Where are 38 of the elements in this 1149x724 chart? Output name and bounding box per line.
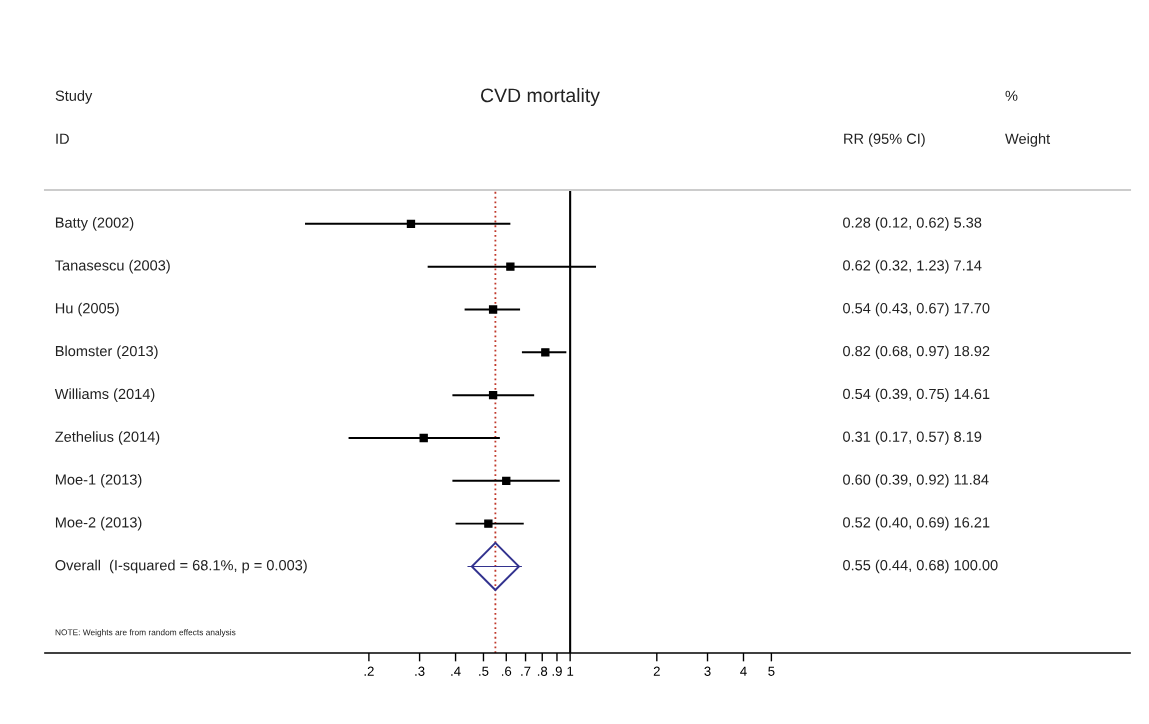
text: NOTE: Weights are from random effects analysis <box>55 629 236 637</box>
chart-title: CVD mortality <box>481 87 600 107</box>
y-tick-label: Batty (2002) <box>55 217 134 231</box>
x-tick-label: .6 <box>501 666 512 676</box>
y-tick-label: Hu (2005) <box>55 302 119 317</box>
x-tick-label: 2 <box>653 666 660 676</box>
annotation: 0.52 (0.40, 0.69) 16.21 <box>843 516 990 531</box>
text: ID <box>56 133 69 144</box>
x-tick-label: 4 <box>740 666 747 676</box>
text: % <box>1005 90 1018 101</box>
x-tick-label: .2 <box>364 666 374 676</box>
y-tick-label: Tanasescu (2003) <box>55 259 170 274</box>
x-tick-label: .8 <box>537 666 548 676</box>
text: Study <box>55 90 93 104</box>
annotation: 0.28 (0.12, 0.62) 5.38 <box>843 217 982 231</box>
y-tick-label: Moe-2 (2013) <box>55 516 142 531</box>
y-tick-label: Overall (I-squared = 68.1%, p = 0.003) <box>55 559 307 574</box>
x-tick-label: .7 <box>521 666 531 676</box>
y-tick-label: Moe-1 (2013) <box>55 474 142 488</box>
x-tick-label: 5 <box>768 666 775 676</box>
text: Weight <box>1005 133 1051 147</box>
annotation: 0.82 (0.68, 0.97) 18.92 <box>843 345 990 360</box>
x-tick-label: 3 <box>704 666 711 676</box>
annotation: 0.31 (0.17, 0.57) 8.19 <box>843 431 982 445</box>
text: RR (95% CI) <box>844 133 925 147</box>
annotation: 0.54 (0.39, 0.75) 14.61 <box>843 388 990 402</box>
annotation: 0.60 (0.39, 0.92) 11.84 <box>843 474 989 488</box>
x-tick-label: .3 <box>415 666 425 676</box>
x-tick-label: .5 <box>479 666 489 676</box>
annotation: 0.55 (0.44, 0.68) 100.00 <box>843 559 998 574</box>
x-tick-label: 1 <box>567 666 574 676</box>
y-tick-label: Zethelius (2014) <box>55 431 160 445</box>
x-tick-label: .4 <box>451 666 461 676</box>
annotation: 0.54 (0.43, 0.67) 17.70 <box>843 302 990 317</box>
y-tick-label: Blomster (2013) <box>55 345 158 360</box>
y-tick-label: Williams (2014) <box>54 388 155 402</box>
annotation: 0.62 (0.32, 1.23) 7.14 <box>843 259 982 274</box>
x-tick-label: .9 <box>552 666 562 676</box>
